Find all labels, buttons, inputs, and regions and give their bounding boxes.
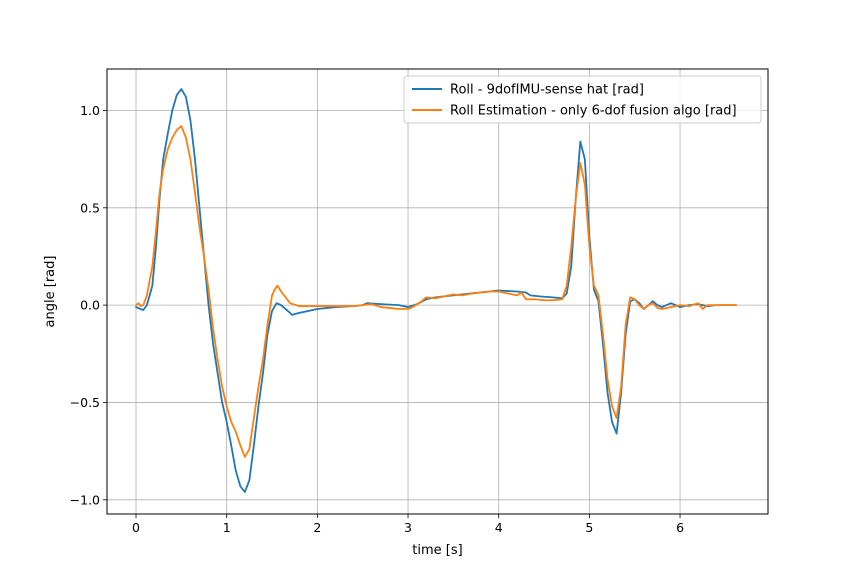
x-tick-label: 5 bbox=[585, 520, 593, 535]
y-axis-label: angle [rad] bbox=[43, 256, 58, 328]
x-tick-label: 2 bbox=[313, 520, 321, 535]
series-layer bbox=[135, 88, 738, 493]
axis-ticks: 0 1 2 3 4 5 6 −1.0 −0.5 0.0 0.5 1.0 bbox=[70, 103, 684, 535]
y-tick-label: −1.0 bbox=[70, 492, 100, 507]
x-axis-label: time [s] bbox=[412, 543, 462, 558]
y-tick-label: 0.5 bbox=[80, 200, 100, 215]
y-tick-label: −0.5 bbox=[70, 395, 100, 410]
x-tick-label: 4 bbox=[495, 520, 503, 535]
x-tick-label: 3 bbox=[404, 520, 412, 535]
series-line-roll-imu bbox=[135, 88, 738, 493]
x-tick-label: 1 bbox=[223, 520, 231, 535]
legend: Roll - 9dofIMU-sense hat [rad] Roll Esti… bbox=[403, 75, 762, 124]
plot-frame bbox=[106, 68, 769, 515]
legend-label-roll-imu: Roll - 9dofIMU-sense hat [rad] bbox=[450, 83, 644, 98]
series-line-roll-estimation bbox=[135, 125, 738, 458]
y-tick-label: 0.0 bbox=[80, 298, 100, 313]
x-tick-label: 6 bbox=[676, 520, 684, 535]
legend-box bbox=[403, 75, 762, 124]
y-tick-label: 1.0 bbox=[80, 103, 100, 118]
x-tick-label: 0 bbox=[132, 520, 140, 535]
legend-label-roll-estimation: Roll Estimation - only 6-dof fusion algo… bbox=[450, 104, 737, 119]
